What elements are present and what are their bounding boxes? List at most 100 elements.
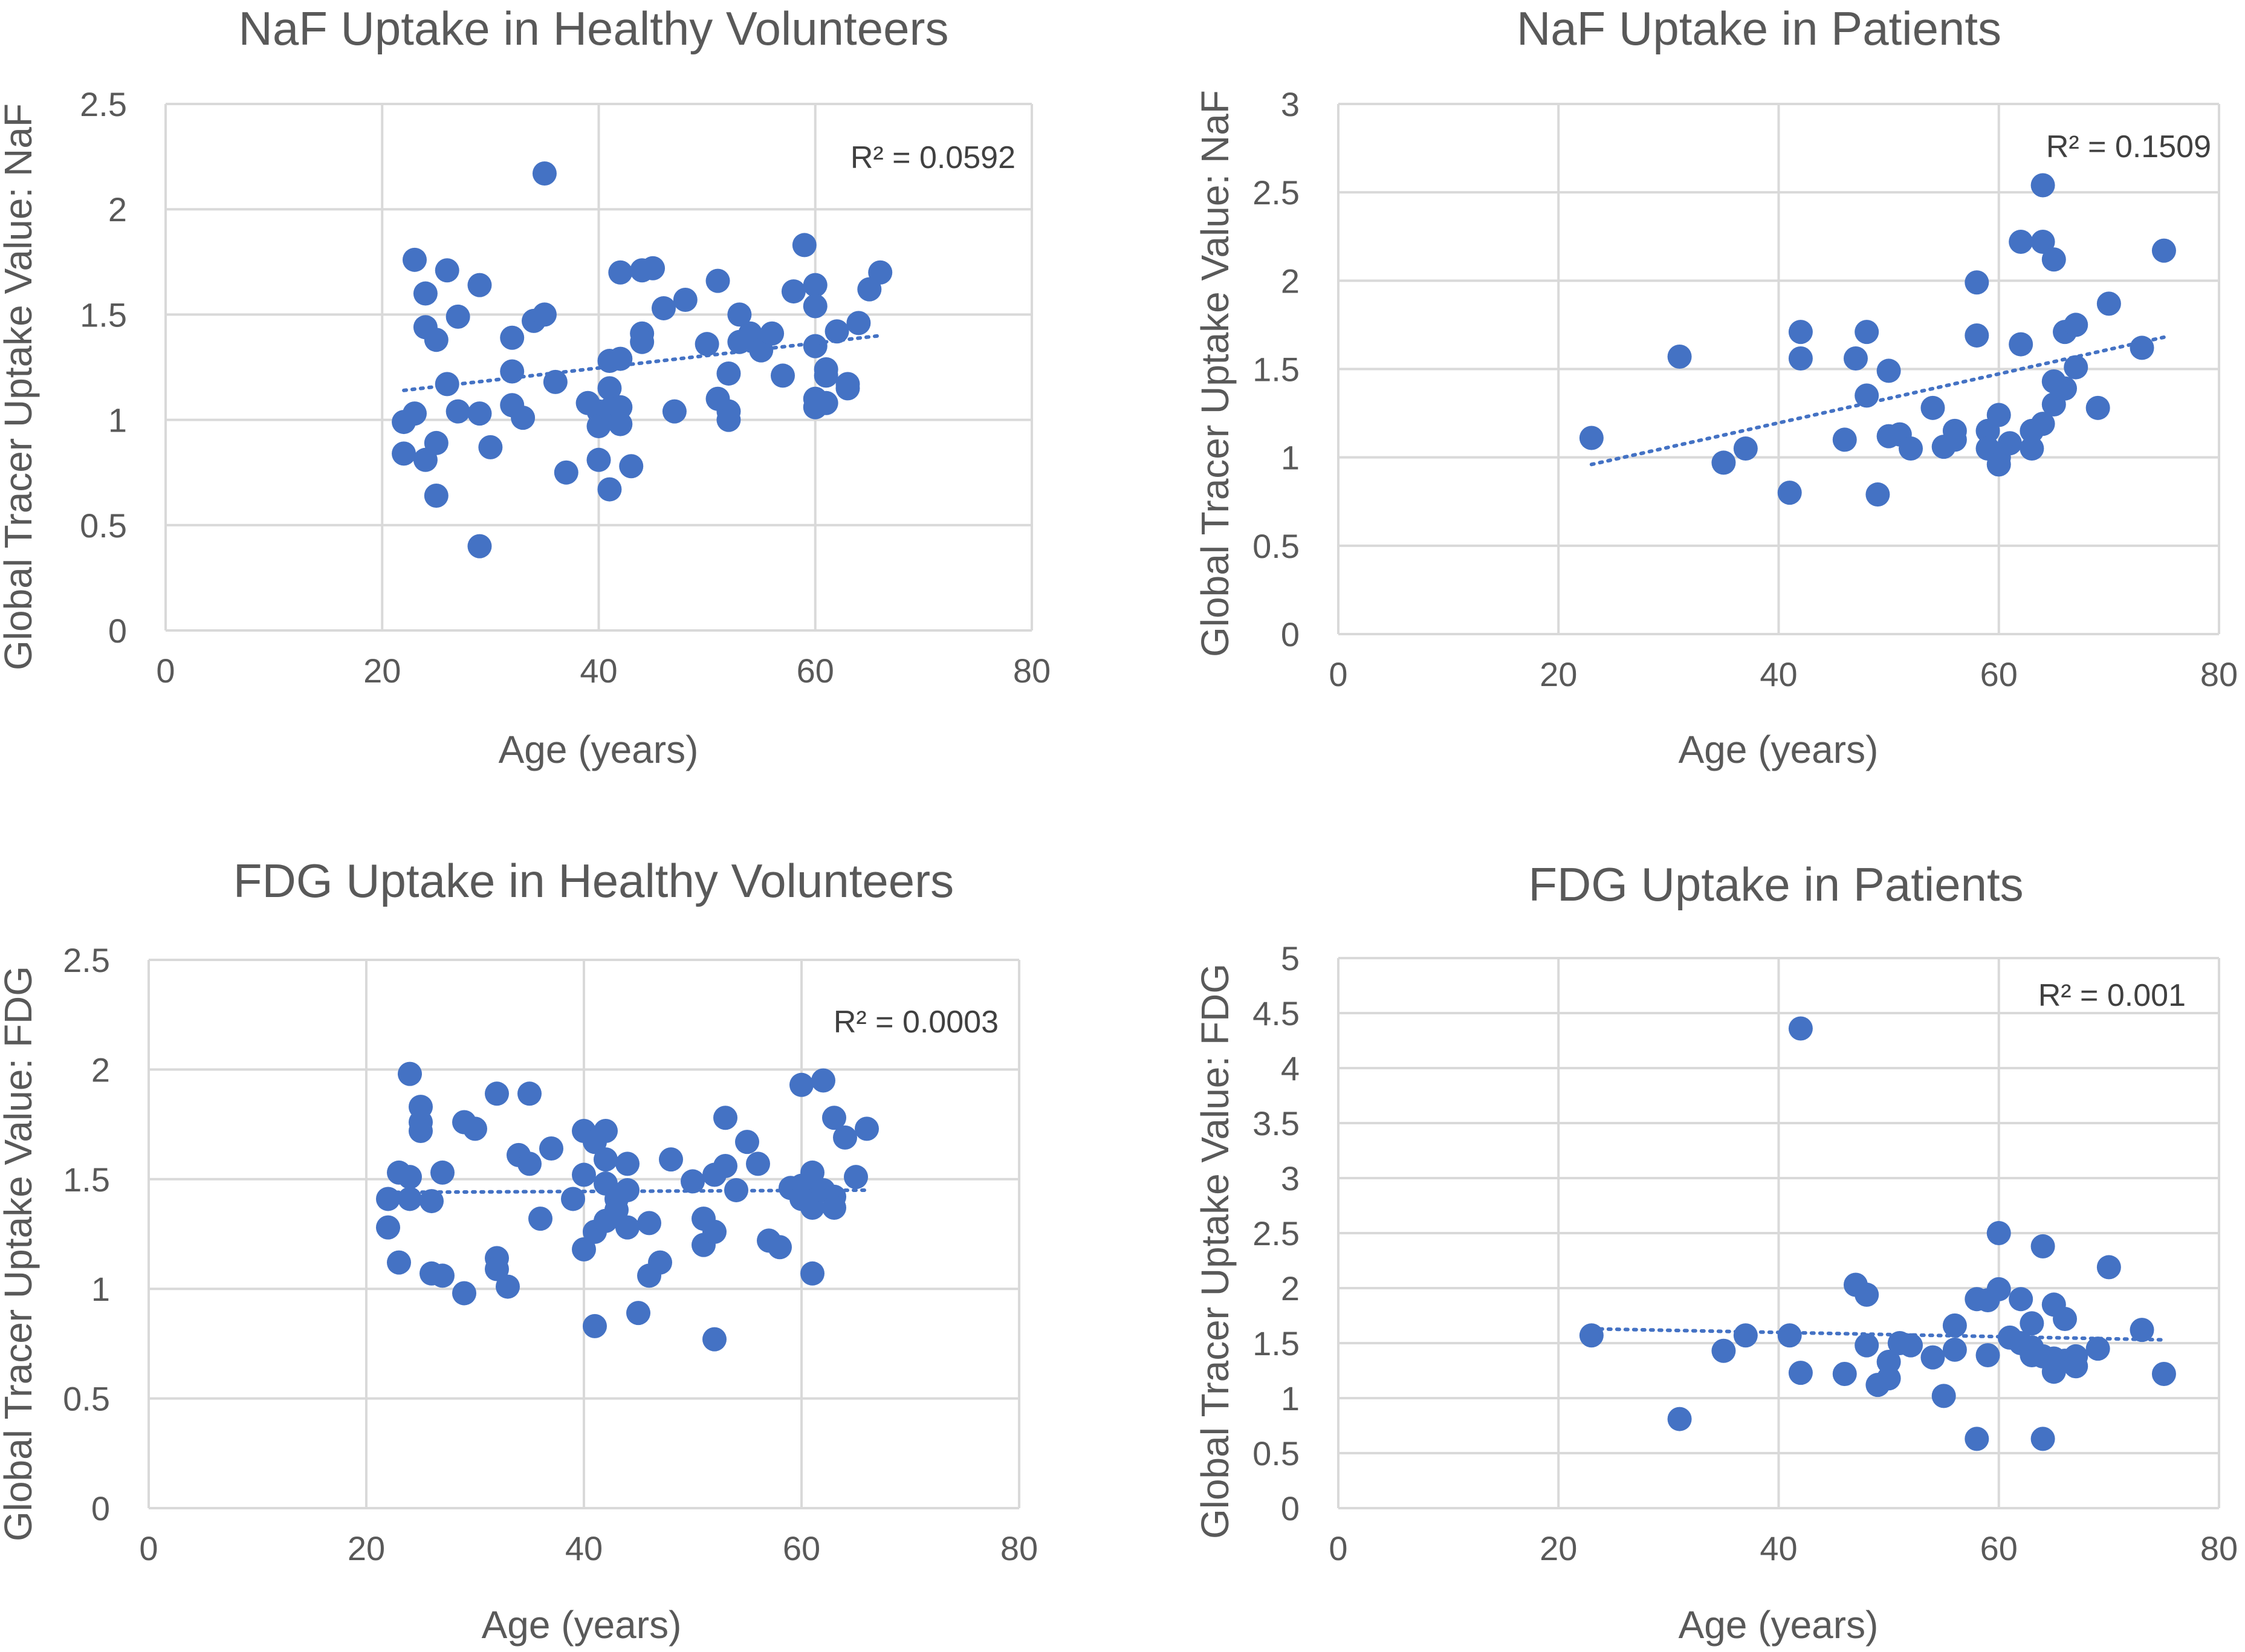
data-point xyxy=(517,1152,542,1176)
data-point xyxy=(760,321,785,346)
data-point xyxy=(485,1081,509,1106)
x-tick-label: 20 xyxy=(1540,1529,1577,1567)
data-point xyxy=(608,395,633,419)
data-point xyxy=(803,273,828,297)
data-point xyxy=(2096,291,2121,316)
data-point xyxy=(2030,230,2055,254)
data-point xyxy=(398,1165,422,1190)
data-point xyxy=(716,361,741,386)
x-tick-label: 80 xyxy=(2200,1529,2238,1567)
x-tick-label: 20 xyxy=(1540,655,1577,693)
data-point xyxy=(702,1327,727,1352)
data-point xyxy=(430,1263,455,1288)
data-point xyxy=(1997,431,2022,456)
data-point xyxy=(413,281,438,306)
data-point xyxy=(424,430,449,455)
y-tick-label: 1.5 xyxy=(1252,351,1300,389)
y-tick-label: 0 xyxy=(108,612,127,650)
data-point xyxy=(2064,1354,2088,1379)
data-point xyxy=(1777,1323,1802,1348)
chart-naf-patients: NaF Uptake in Patients Age (years) Globa… xyxy=(1193,2,2238,771)
data-point xyxy=(768,1235,792,1260)
y-tick-label: 4.5 xyxy=(1252,994,1300,1032)
data-point xyxy=(1832,427,1857,452)
data-point xyxy=(517,1081,542,1106)
y-tick-label: 2.5 xyxy=(1252,173,1300,212)
data-point xyxy=(496,1274,520,1299)
y-axis-title: Global Tracer Uptake Value: NaF xyxy=(1193,90,1237,657)
chart-naf-healthy: NaF Uptake in Healthy Volunteers Age (ye… xyxy=(0,2,1051,771)
data-point xyxy=(835,376,860,401)
y-tick-label: 2.5 xyxy=(80,85,127,123)
data-point xyxy=(648,1250,672,1275)
data-point xyxy=(727,302,752,327)
chart-title: NaF Uptake in Patients xyxy=(1517,2,2001,55)
data-point xyxy=(1843,346,1868,371)
data-point xyxy=(478,435,503,459)
data-point xyxy=(803,294,828,319)
data-point xyxy=(409,1118,433,1143)
x-tick-label: 80 xyxy=(1000,1529,1038,1567)
trendline xyxy=(402,334,883,392)
data-point xyxy=(641,256,666,280)
data-point xyxy=(572,1237,596,1262)
data-point xyxy=(1855,1333,1879,1358)
data-point xyxy=(803,334,828,358)
x-tick-label: 40 xyxy=(1760,655,1797,693)
data-point xyxy=(597,376,622,401)
data-point xyxy=(746,1152,770,1176)
data-point xyxy=(402,247,427,272)
data-point xyxy=(1942,1313,1967,1338)
data-point xyxy=(387,1250,411,1275)
data-point xyxy=(735,1130,759,1155)
y-tick-label: 2 xyxy=(1281,1269,1300,1307)
data-point xyxy=(1667,1407,1692,1431)
x-tick-label: 40 xyxy=(580,652,617,690)
data-point xyxy=(833,1125,857,1150)
x-tick-label: 20 xyxy=(348,1529,385,1567)
data-point xyxy=(855,1116,879,1141)
y-tick-label: 3.5 xyxy=(1252,1104,1300,1142)
data-point xyxy=(392,441,416,466)
chart-fdg-healthy: FDG Uptake in Healthy Volunteers Age (ye… xyxy=(0,854,1038,1647)
data-point xyxy=(445,399,470,424)
y-tick-label: 2.5 xyxy=(1252,1214,1300,1252)
data-point xyxy=(1942,427,1967,452)
data-point xyxy=(702,1219,727,1244)
data-point xyxy=(2009,230,2033,254)
data-point xyxy=(594,1118,618,1143)
data-point xyxy=(1899,436,1923,461)
x-tick-label: 40 xyxy=(565,1529,603,1567)
data-point xyxy=(2151,1361,2176,1386)
data-point xyxy=(1733,1323,1758,1348)
x-tick-label: 60 xyxy=(797,652,834,690)
data-point xyxy=(1865,482,1890,507)
y-tick-label: 3 xyxy=(1281,1159,1300,1197)
data-point xyxy=(1942,1337,1967,1362)
data-point xyxy=(2053,1306,2078,1331)
data-point xyxy=(528,1207,552,1231)
data-point xyxy=(1855,1282,1879,1307)
data-point xyxy=(2053,376,2078,401)
y-tick-label: 1 xyxy=(108,401,127,439)
x-tick-label: 80 xyxy=(1013,652,1051,690)
y-tick-label: 1 xyxy=(91,1270,110,1308)
data-point xyxy=(445,304,470,329)
data-point xyxy=(608,260,633,285)
data-point xyxy=(713,1106,737,1130)
data-point xyxy=(2064,355,2088,380)
data-point xyxy=(1965,270,1989,295)
data-point xyxy=(1777,481,1802,505)
data-point xyxy=(1579,426,1604,450)
y-tick-label: 5 xyxy=(1281,939,1300,977)
data-point xyxy=(1986,403,2011,427)
r-squared-label: R² = 0.1509 xyxy=(2046,129,2211,164)
data-point xyxy=(1667,345,1692,369)
data-point xyxy=(2009,1287,2033,1312)
data-point xyxy=(594,1147,618,1172)
data-point xyxy=(2096,1255,2121,1280)
data-point xyxy=(532,161,557,186)
x-tick-label: 20 xyxy=(363,652,401,690)
data-point xyxy=(792,233,817,258)
data-point xyxy=(1876,358,1901,383)
